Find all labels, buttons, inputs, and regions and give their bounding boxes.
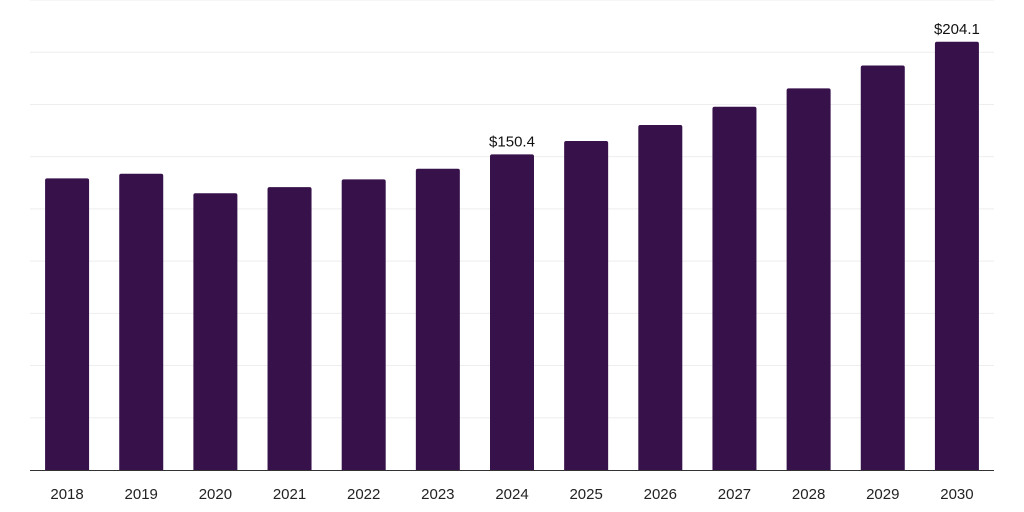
bar-2030 (934, 41, 979, 471)
x-tick-label: 2024 (495, 486, 528, 503)
data-labels: $150.4 $204.1 (489, 21, 980, 151)
x-tick-label: 2025 (569, 486, 602, 503)
bar-2027 (712, 106, 757, 471)
bar-2020 (193, 193, 238, 470)
x-tick-label: 2029 (866, 486, 899, 503)
bar-2019 (119, 173, 164, 470)
x-tick-label: 2030 (940, 486, 973, 503)
x-tick-labels: 2018 2019 2020 2021 2022 2023 2024 2025 2026 2027… (50, 486, 973, 503)
x-tick-label: 2020 (199, 486, 232, 503)
bar-2021 (267, 187, 312, 471)
x-tick-label: 2028 (792, 486, 825, 503)
x-tick-label: 2018 (50, 486, 83, 503)
data-label: $150.4 (489, 133, 535, 150)
data-label: $204.1 (934, 21, 980, 38)
x-tick-label: 2026 (644, 486, 677, 503)
bars (45, 41, 979, 471)
x-tick-label: 2027 (718, 486, 751, 503)
bar-2026 (638, 125, 683, 470)
x-tick-label: 2023 (421, 486, 454, 503)
x-tick-label: 2019 (125, 486, 158, 503)
bar-2028 (786, 88, 831, 470)
bar-2025 (564, 141, 609, 470)
bar-2022 (341, 179, 386, 470)
x-tick-label: 2022 (347, 486, 380, 503)
bar-2023 (415, 168, 460, 471)
bar-2029 (860, 65, 905, 470)
x-tick-label: 2021 (273, 486, 306, 503)
bar-2024 (490, 154, 534, 470)
bar-2018 (45, 178, 90, 471)
